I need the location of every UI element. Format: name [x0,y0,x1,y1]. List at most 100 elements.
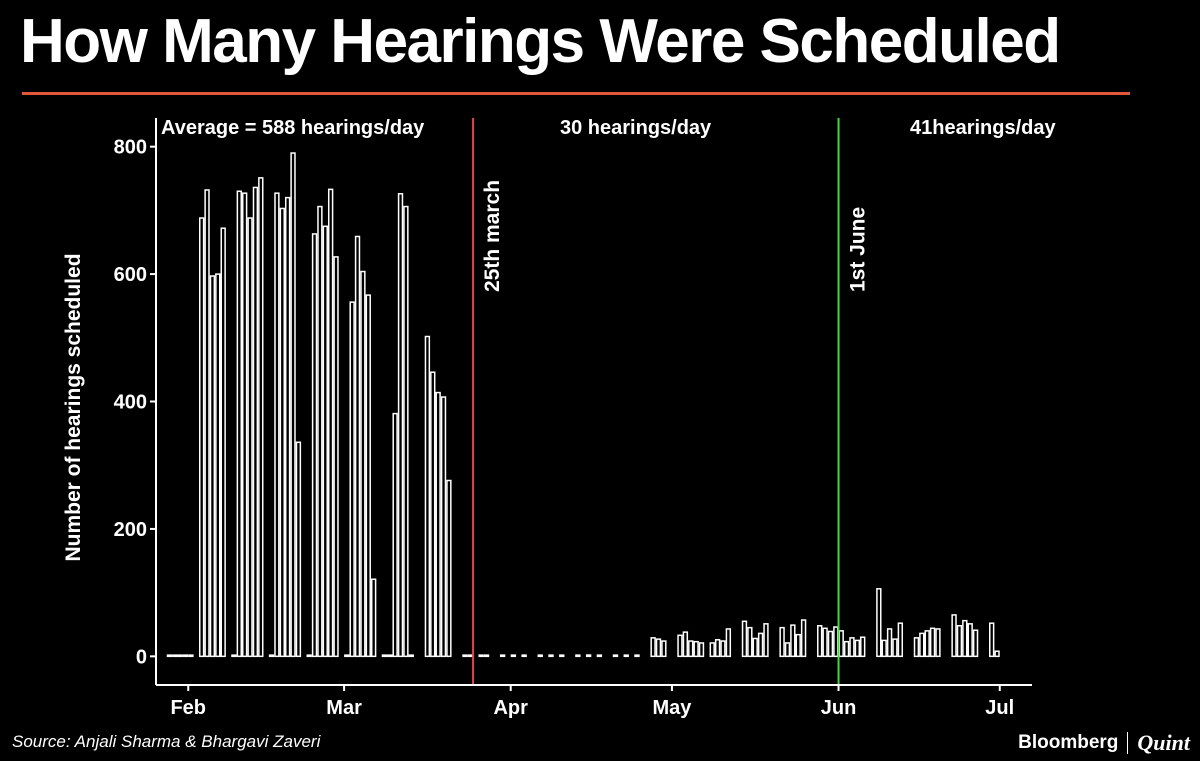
brand-separator [1127,732,1129,754]
bar-2020-02-20 [290,152,296,658]
bar-2020-02-21 [295,441,302,658]
bar-2020-05-11 [725,628,732,658]
bar-2020-05-30 [827,630,834,658]
bar-2020-05-23 [790,624,796,658]
bar-2020-02-23 [306,654,312,658]
bar-2020-02-12 [247,217,253,658]
bar-2020-03-23 [462,654,468,658]
bar-2020-04-20 [612,654,619,658]
bar-2020-05-28 [817,625,823,658]
bar-2020-02-26 [322,225,328,658]
bar-2020-02-05 [209,275,216,658]
bar-2020-02-09 [231,654,237,658]
bar-2020-06-30 [994,650,1000,658]
bar-2020-04-06 [537,654,543,658]
x-tick-label-Feb: Feb [170,697,206,719]
bar-2020-06-29 [989,622,995,658]
bar-2020-04-29 [661,640,667,658]
bar-2020-02-10 [236,190,242,658]
bar-2020-03-08 [381,654,388,658]
y-tick-label-400: 400 [114,392,147,414]
bar-2020-05-16 [752,637,758,658]
bar-2020-02-19 [284,196,291,658]
x-tick-label-Mar: Mar [326,697,362,719]
bar-2020-03-27 [483,654,490,658]
bar-2020-05-17 [757,632,764,658]
brand-logo: Bloomberg Quint [1018,730,1190,756]
bar-2020-02-14 [258,177,264,658]
ticks-layer: 0 200 400 600 800 Feb Mar Apr May Jun Jul [114,137,1015,719]
bar-2020-02-27 [327,188,334,658]
bars-layer [166,152,1000,658]
bar-2020-06-08 [876,588,882,658]
annotation-post-june-average: 41hearings/day [910,117,1057,139]
bar-2020-05-22 [784,642,791,658]
bar-2020-03-13 [408,654,414,658]
bar-2020-06-04 [854,639,861,658]
bar-2020-06-15 [913,637,920,658]
bar-2020-06-22 [951,614,957,658]
bar-2020-03-02 [349,301,355,658]
bar-2020-06-18 [929,627,936,658]
bar-2020-06-26 [972,629,979,658]
bar-2020-04-22 [623,654,629,658]
bar-2020-03-19 [440,396,447,658]
bar-2020-02-01 [188,654,194,658]
bar-2020-06-17 [924,630,930,658]
bar-2020-03-09 [387,654,393,658]
bar-2020-03-01 [344,654,350,658]
x-tick-label-Jul: Jul [985,697,1014,719]
bar-2020-02-25 [317,205,323,658]
bar-2020-05-10 [720,640,726,658]
source-note: Source: Anjali Sharma & Bhargavi Zaveri [12,732,321,751]
bar-2020-05-24 [795,633,801,658]
bar-2020-05-06 [698,642,705,658]
brand-bloomberg: Bloomberg [1018,732,1119,753]
bar-2020-05-25 [800,619,807,658]
bar-2020-06-10 [886,628,893,658]
bar-2020-02-28 [333,256,339,658]
chart-title: How Many Hearings Were Scheduled [20,7,1061,76]
bar-2020-03-17 [430,371,436,658]
bar-2020-01-29 [172,654,178,658]
bar-2020-04-03 [521,654,527,658]
bar-2020-06-16 [919,632,925,658]
bar-2020-01-28 [166,654,173,658]
bar-2020-02-11 [241,192,248,658]
bar-2020-03-11 [397,193,404,658]
bar-2020-02-06 [215,273,221,658]
bar-2020-03-06 [370,578,377,658]
annotation-lockdown-average: 30 hearings/day [560,117,712,139]
bar-2020-02-13 [252,186,259,658]
bar-2020-06-24 [962,619,968,658]
bar-2020-03-24 [467,654,474,658]
annotation-pre-lockdown-average: Average = 588 hearings/day [161,117,425,139]
bar-2020-05-05 [693,640,699,658]
bar-2020-03-10 [392,412,398,658]
bar-2020-03-16 [424,335,431,658]
bar-2020-05-14 [741,620,748,658]
bar-2020-05-04 [688,640,694,658]
bar-2020-04-15 [585,654,592,658]
x-tick-label-Jun: Jun [821,697,857,719]
bar-2020-05-03 [682,631,689,658]
bar-2020-04-08 [548,654,554,658]
bar-2020-05-09 [714,639,721,658]
bar-2020-06-25 [967,623,973,658]
bar-2020-02-04 [204,189,210,658]
bar-2020-06-23 [956,625,963,658]
bar-2020-04-10 [559,654,565,658]
bar-2020-03-12 [403,205,409,658]
bar-2020-01-31 [182,654,189,658]
bar-2020-03-05 [365,294,371,658]
bar-2020-01-30 [177,654,183,658]
bar-2020-05-18 [763,623,769,658]
bar-2020-06-03 [849,637,855,658]
bar-2020-05-21 [779,626,785,658]
bar-2020-03-20 [446,479,452,658]
markers-layer: 25th march 1st June [472,118,870,685]
y-tick-label-200: 200 [114,519,147,541]
bar-2020-03-30 [499,654,506,658]
y-tick-label-0: 0 [136,646,147,668]
bar-2020-02-24 [311,233,318,658]
